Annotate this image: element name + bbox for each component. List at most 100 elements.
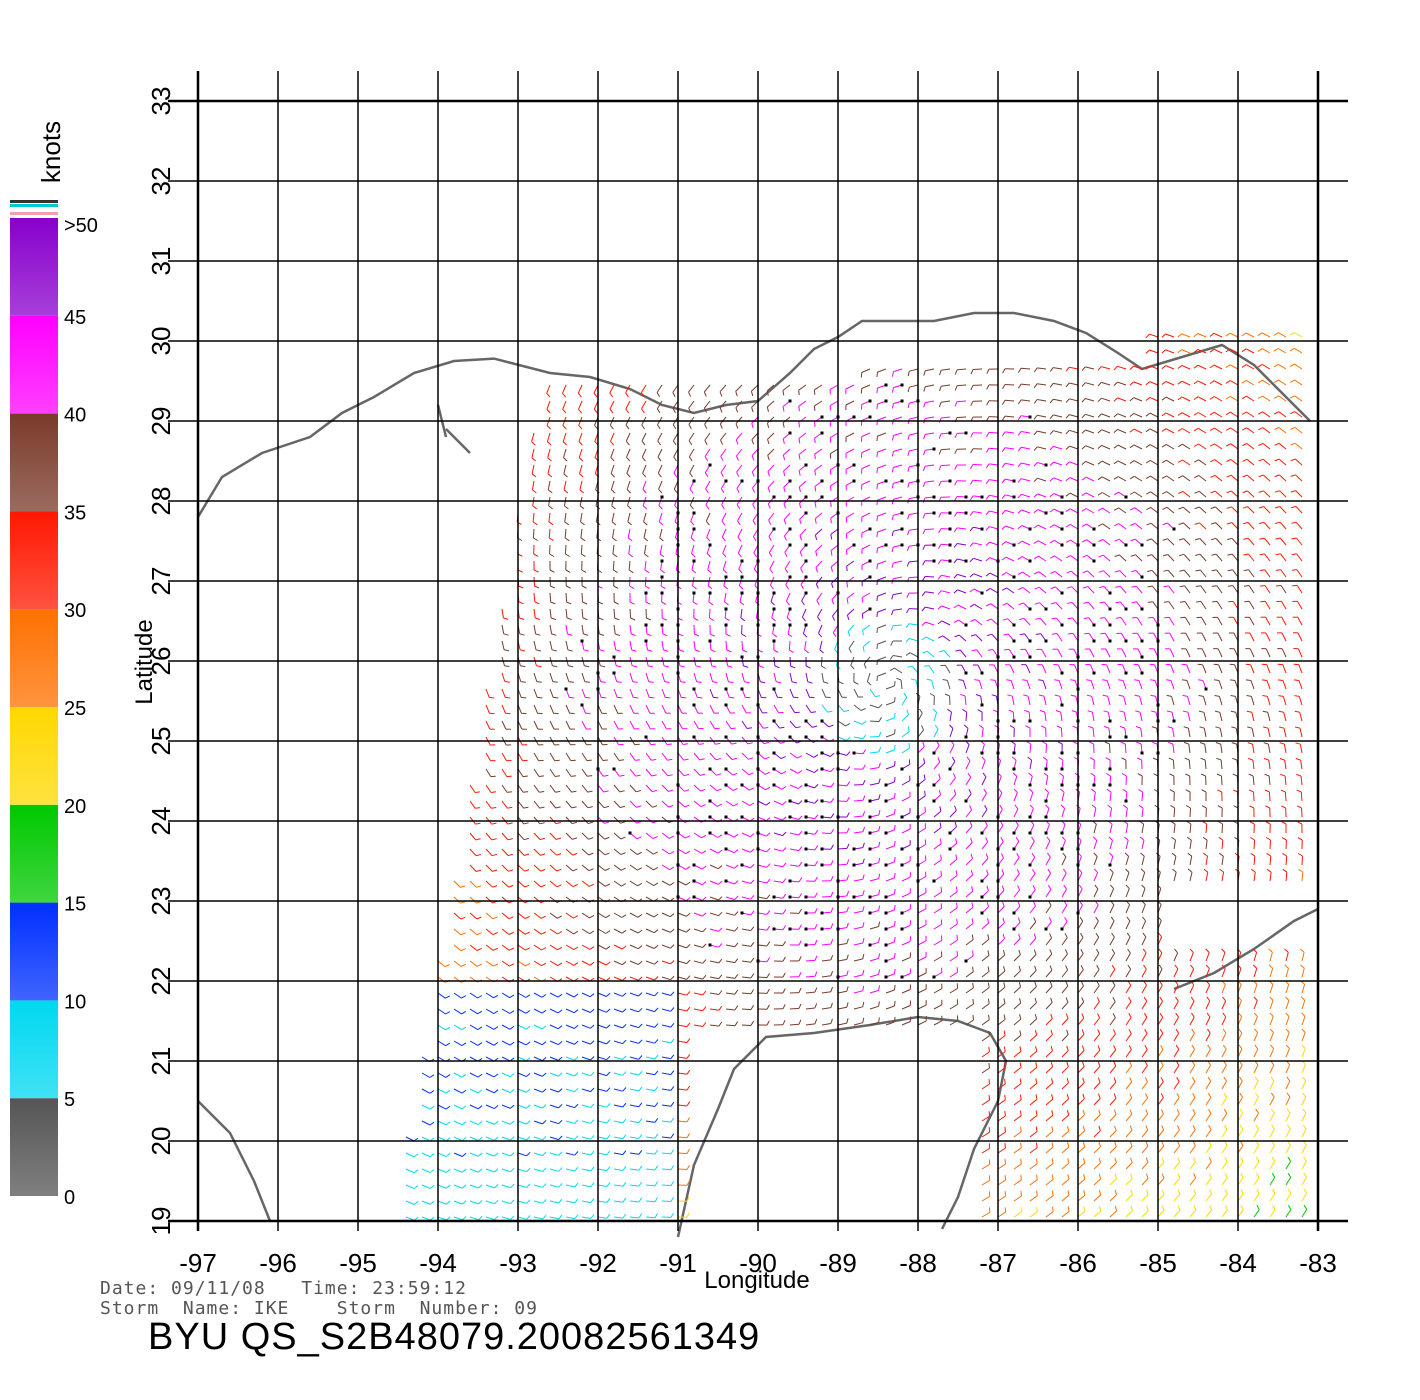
wind-barb	[1301, 871, 1304, 882]
wind-barb	[933, 907, 942, 914]
wind-barb	[1045, 873, 1052, 882]
wind-barb-flag	[905, 652, 911, 656]
wind-barb-flag	[605, 961, 611, 966]
wind-barb	[1198, 475, 1207, 482]
wind-barb	[469, 880, 477, 888]
wind-barb	[1061, 1066, 1069, 1074]
wind-barb-flag	[1033, 917, 1037, 923]
wind-barb	[1269, 791, 1271, 802]
wind-barb	[741, 800, 750, 807]
wind-barb	[1141, 968, 1147, 978]
wind-barb	[1093, 1146, 1101, 1154]
rain-flag	[804, 895, 808, 899]
wind-barb	[1029, 1082, 1038, 1090]
wind-barb-flag	[524, 853, 530, 856]
wind-barb-flag	[1171, 836, 1176, 841]
wind-barb	[1269, 872, 1272, 882]
wind-barb	[949, 891, 958, 898]
wind-barb-flag	[622, 1039, 627, 1045]
wind-barb	[581, 1056, 591, 1061]
wind-barb-flag	[1081, 492, 1087, 497]
wind-barb	[501, 1104, 511, 1109]
wind-barb-flag	[605, 945, 611, 950]
wind-barb	[1221, 952, 1226, 962]
wind-barb-flag	[1143, 996, 1148, 1002]
wind-barb-flag	[654, 1070, 659, 1076]
wind-barb-flag	[669, 851, 675, 855]
rain-flag	[852, 847, 856, 851]
wind-barb	[981, 1051, 990, 1058]
wind-barb-flag	[510, 1136, 515, 1141]
wind-barb	[645, 1056, 655, 1060]
wind-barb	[1173, 1209, 1181, 1218]
wind-barb-flag	[1034, 586, 1040, 590]
wind-barb-flag	[1065, 1013, 1069, 1019]
wind-barb	[1253, 872, 1256, 882]
wind-barb-flag	[446, 1200, 451, 1205]
rain-flag	[804, 559, 808, 563]
wind-barb-flag	[535, 633, 541, 636]
wind-barb	[885, 989, 895, 994]
wind-barb-flag	[985, 837, 989, 843]
wind-barb	[1298, 696, 1303, 706]
wind-barb	[1173, 824, 1176, 834]
wind-barb	[1152, 585, 1159, 594]
wind-barb-flag	[1190, 996, 1195, 1002]
wind-barb	[629, 928, 639, 934]
wind-barb	[1166, 459, 1175, 466]
wind-barb-flag	[510, 1120, 515, 1125]
wind-barb-flag	[720, 472, 724, 478]
wind-barb	[901, 1005, 911, 1010]
wind-barb	[1246, 474, 1255, 482]
wind-barb-flag	[604, 852, 610, 856]
wind-barb	[610, 464, 615, 474]
wind-barb-flag	[1172, 868, 1177, 873]
wind-barb-flag	[1167, 726, 1173, 729]
wind-barb	[1109, 808, 1113, 818]
wind-barb-flag	[968, 788, 972, 794]
wind-barb	[1101, 460, 1111, 466]
wind-barb-flag	[581, 569, 587, 573]
wind-barb-flag	[611, 505, 616, 510]
wind-barb	[957, 573, 967, 578]
wind-barb	[1269, 952, 1273, 962]
wind-barb	[1166, 506, 1175, 514]
wind-barb-flag	[685, 912, 691, 917]
wind-barb-flag	[1017, 917, 1021, 923]
wind-barb	[1199, 538, 1207, 546]
wind-barb-flag	[814, 923, 818, 929]
wind-barb	[691, 544, 695, 554]
wind-barb-flag	[891, 546, 894, 553]
wind-barb	[677, 1040, 687, 1044]
wind-barb	[657, 464, 663, 474]
wind-barb	[926, 650, 935, 658]
wind-barb	[613, 1136, 623, 1140]
rain-flag	[644, 735, 648, 739]
wind-barb-flag	[1091, 804, 1097, 809]
wind-barb-flag	[519, 633, 525, 636]
wind-barb-flag	[476, 916, 482, 920]
wind-barb	[1121, 648, 1127, 658]
wind-barb	[924, 575, 935, 578]
wind-barb-flag	[1256, 1172, 1260, 1178]
wind-barb-flag	[1297, 853, 1303, 857]
wind-barb	[974, 619, 983, 626]
wind-barb	[1253, 1161, 1260, 1170]
wind-barb-flag	[878, 969, 880, 975]
wind-barb	[549, 720, 555, 730]
wind-barb-flag	[1169, 789, 1175, 793]
wind-barb	[1278, 458, 1287, 466]
wind-barb	[469, 992, 478, 999]
wind-barb-flag	[937, 590, 942, 595]
rain-flag	[820, 927, 824, 931]
wind-barb-flag	[1051, 1078, 1054, 1084]
wind-barb	[990, 603, 999, 610]
wind-barb-flag	[548, 537, 554, 542]
wind-barb-flag	[1062, 868, 1067, 874]
wind-barb-flag	[938, 481, 942, 487]
wind-barb-flag	[1126, 932, 1131, 938]
wind-barb-flag	[573, 930, 579, 935]
rain-flag	[820, 799, 824, 803]
wind-barb-flag	[782, 862, 787, 868]
wind-barb	[613, 1104, 623, 1108]
